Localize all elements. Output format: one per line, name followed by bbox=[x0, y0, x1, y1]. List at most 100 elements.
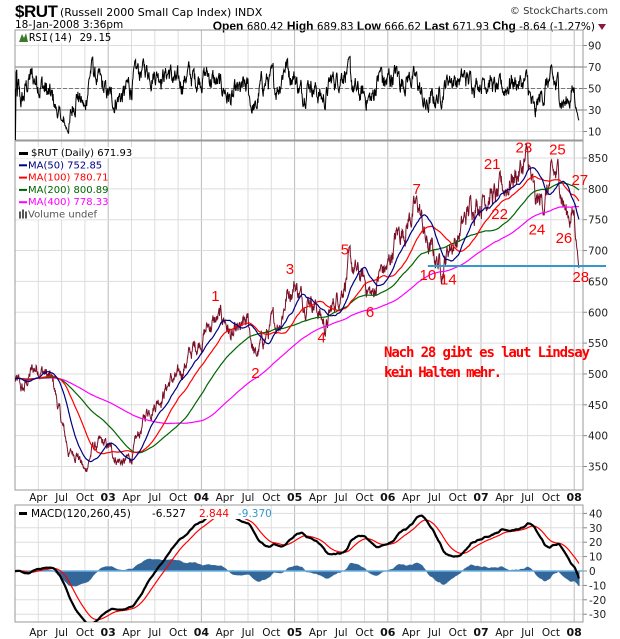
x-tick-label: Oct bbox=[169, 627, 187, 639]
x-tick-label: 07 bbox=[473, 626, 488, 639]
ma400-line bbox=[15, 205, 580, 425]
rsi-legend: RSI(14) 29.15 bbox=[29, 32, 111, 44]
annotation-note: Nach 28 gibt es laut Lindsay bbox=[384, 345, 591, 361]
wave-annotation: 14 bbox=[440, 271, 457, 288]
x-tick-label: Jul bbox=[427, 627, 441, 639]
macd-tick-label: -30 bbox=[589, 609, 606, 621]
wave-annotation: 2 bbox=[251, 365, 259, 382]
volume-bars-icon bbox=[22, 209, 24, 219]
wave-annotation: 4 bbox=[317, 329, 325, 346]
rsi-tick-label: 70 bbox=[588, 62, 601, 74]
x-tick-label: Oct bbox=[76, 627, 94, 639]
wave-annotation: 10 bbox=[420, 267, 437, 284]
x-tick-label: Jul bbox=[54, 492, 68, 504]
x-tick-label: Oct bbox=[76, 492, 94, 504]
legend-ma100: MA(100) 780.71 bbox=[28, 173, 109, 184]
macd-line bbox=[15, 507, 580, 622]
x-tick-label: Jul bbox=[334, 492, 348, 504]
legend-swatch bbox=[19, 188, 27, 191]
price-tick-label: 650 bbox=[588, 276, 608, 288]
x-tick-label: Jul bbox=[334, 627, 348, 639]
rsi-tick-label: 10 bbox=[588, 127, 601, 139]
macd-histogram bbox=[15, 558, 580, 587]
ma200-line bbox=[15, 182, 580, 454]
legend-background bbox=[17, 171, 102, 183]
x-tick-label: Jul bbox=[520, 492, 534, 504]
volume-bars-icon bbox=[19, 211, 21, 219]
x-tick-label: Apr bbox=[122, 492, 141, 504]
x-tick-label: Jul bbox=[241, 627, 255, 639]
legend-background bbox=[17, 196, 102, 208]
macd-tick-label: 40 bbox=[589, 508, 602, 520]
x-tick-label: Apr bbox=[309, 492, 328, 504]
volume-bars-icon bbox=[25, 211, 27, 219]
legend-background bbox=[17, 507, 267, 519]
wave-annotation: 6 bbox=[366, 304, 374, 321]
price-tick-label: 550 bbox=[588, 338, 608, 350]
x-tick-label: Apr bbox=[29, 492, 48, 504]
price-tick-label: 350 bbox=[588, 462, 608, 474]
rsi-tick-label: 50 bbox=[588, 84, 601, 96]
price-tick-label: 850 bbox=[588, 153, 608, 165]
security-name: (Russell 2000 Small Cap Index) INDX bbox=[60, 6, 262, 19]
macd-tick-label: 30 bbox=[589, 523, 602, 535]
price-tick-label: 750 bbox=[588, 215, 608, 227]
legend-swatch bbox=[19, 164, 27, 167]
legend-ma400: MA(400) 778.33 bbox=[28, 197, 109, 208]
quote-datetime: 18-Jan-2008 3:36pm bbox=[15, 19, 124, 31]
rsi-line bbox=[15, 55, 580, 140]
symbol: $RUT bbox=[15, 2, 58, 21]
price-plot bbox=[15, 143, 580, 473]
macd-tick-label: 0 bbox=[589, 566, 596, 578]
x-tick-label: Apr bbox=[309, 627, 328, 639]
x-tick-label: 05 bbox=[287, 491, 302, 504]
x-tick-label: 03 bbox=[101, 491, 116, 504]
x-tick-label: Jul bbox=[147, 492, 161, 504]
price-tick-label: 400 bbox=[588, 431, 608, 443]
price-panel-frame bbox=[14, 140, 584, 491]
wave-annotation: 24 bbox=[529, 221, 546, 238]
x-tick-label: Apr bbox=[216, 627, 235, 639]
wave-annotation: 3 bbox=[286, 261, 294, 278]
x-tick-label: Apr bbox=[122, 627, 141, 639]
legend-ma50: MA(50) 752.85 bbox=[28, 160, 102, 171]
x-tick-label: Oct bbox=[355, 627, 373, 639]
macd-legend-value: -9.370 bbox=[238, 508, 272, 520]
rsi-panel-frame bbox=[14, 29, 584, 141]
price-tick-label: 500 bbox=[588, 369, 608, 381]
price-tick-label: 450 bbox=[588, 400, 608, 412]
macd-legend-value: -6.527 bbox=[152, 508, 186, 520]
x-tick-label: Oct bbox=[262, 627, 280, 639]
down-triangle-icon bbox=[598, 24, 606, 30]
ma100-line bbox=[15, 175, 580, 455]
legend-background bbox=[17, 32, 87, 43]
rsi-chart-icon bbox=[19, 33, 28, 42]
x-tick-label: Oct bbox=[542, 492, 560, 504]
x-tick-label: Apr bbox=[402, 492, 421, 504]
rsi-plot bbox=[15, 55, 580, 140]
legend-background bbox=[17, 183, 102, 195]
x-tick-label: Jul bbox=[147, 627, 161, 639]
x-tick-label: Oct bbox=[355, 492, 373, 504]
wave-annotation: 25 bbox=[549, 142, 566, 159]
x-tick-label: 06 bbox=[380, 626, 396, 639]
legend-background bbox=[17, 147, 132, 158]
x-tick-label: Jul bbox=[241, 492, 255, 504]
x-tick-label: 06 bbox=[380, 491, 396, 504]
legend-swatch bbox=[19, 201, 27, 204]
price-tick-label: 800 bbox=[588, 184, 608, 196]
macd-signal-line bbox=[15, 510, 580, 621]
macd-tick-label: -20 bbox=[589, 595, 606, 607]
security-full-name: (Russell 2000 Small Cap Index) bbox=[60, 6, 232, 19]
annotation-note: kein Halten mehr. bbox=[384, 365, 502, 381]
macd-panel-frame bbox=[14, 504, 584, 623]
wave-annotation: 26 bbox=[556, 230, 573, 247]
x-tick-label: 04 bbox=[194, 626, 210, 639]
x-tick-label: Jul bbox=[520, 627, 534, 639]
x-tick-label: 05 bbox=[287, 626, 302, 639]
x-tick-label: Jul bbox=[427, 492, 441, 504]
macd-tick-label: -10 bbox=[589, 580, 606, 592]
copyright[interactable]: © StockCharts.com bbox=[509, 6, 608, 17]
wave-annotation: 5 bbox=[341, 242, 349, 259]
legend-swatch bbox=[19, 512, 27, 515]
